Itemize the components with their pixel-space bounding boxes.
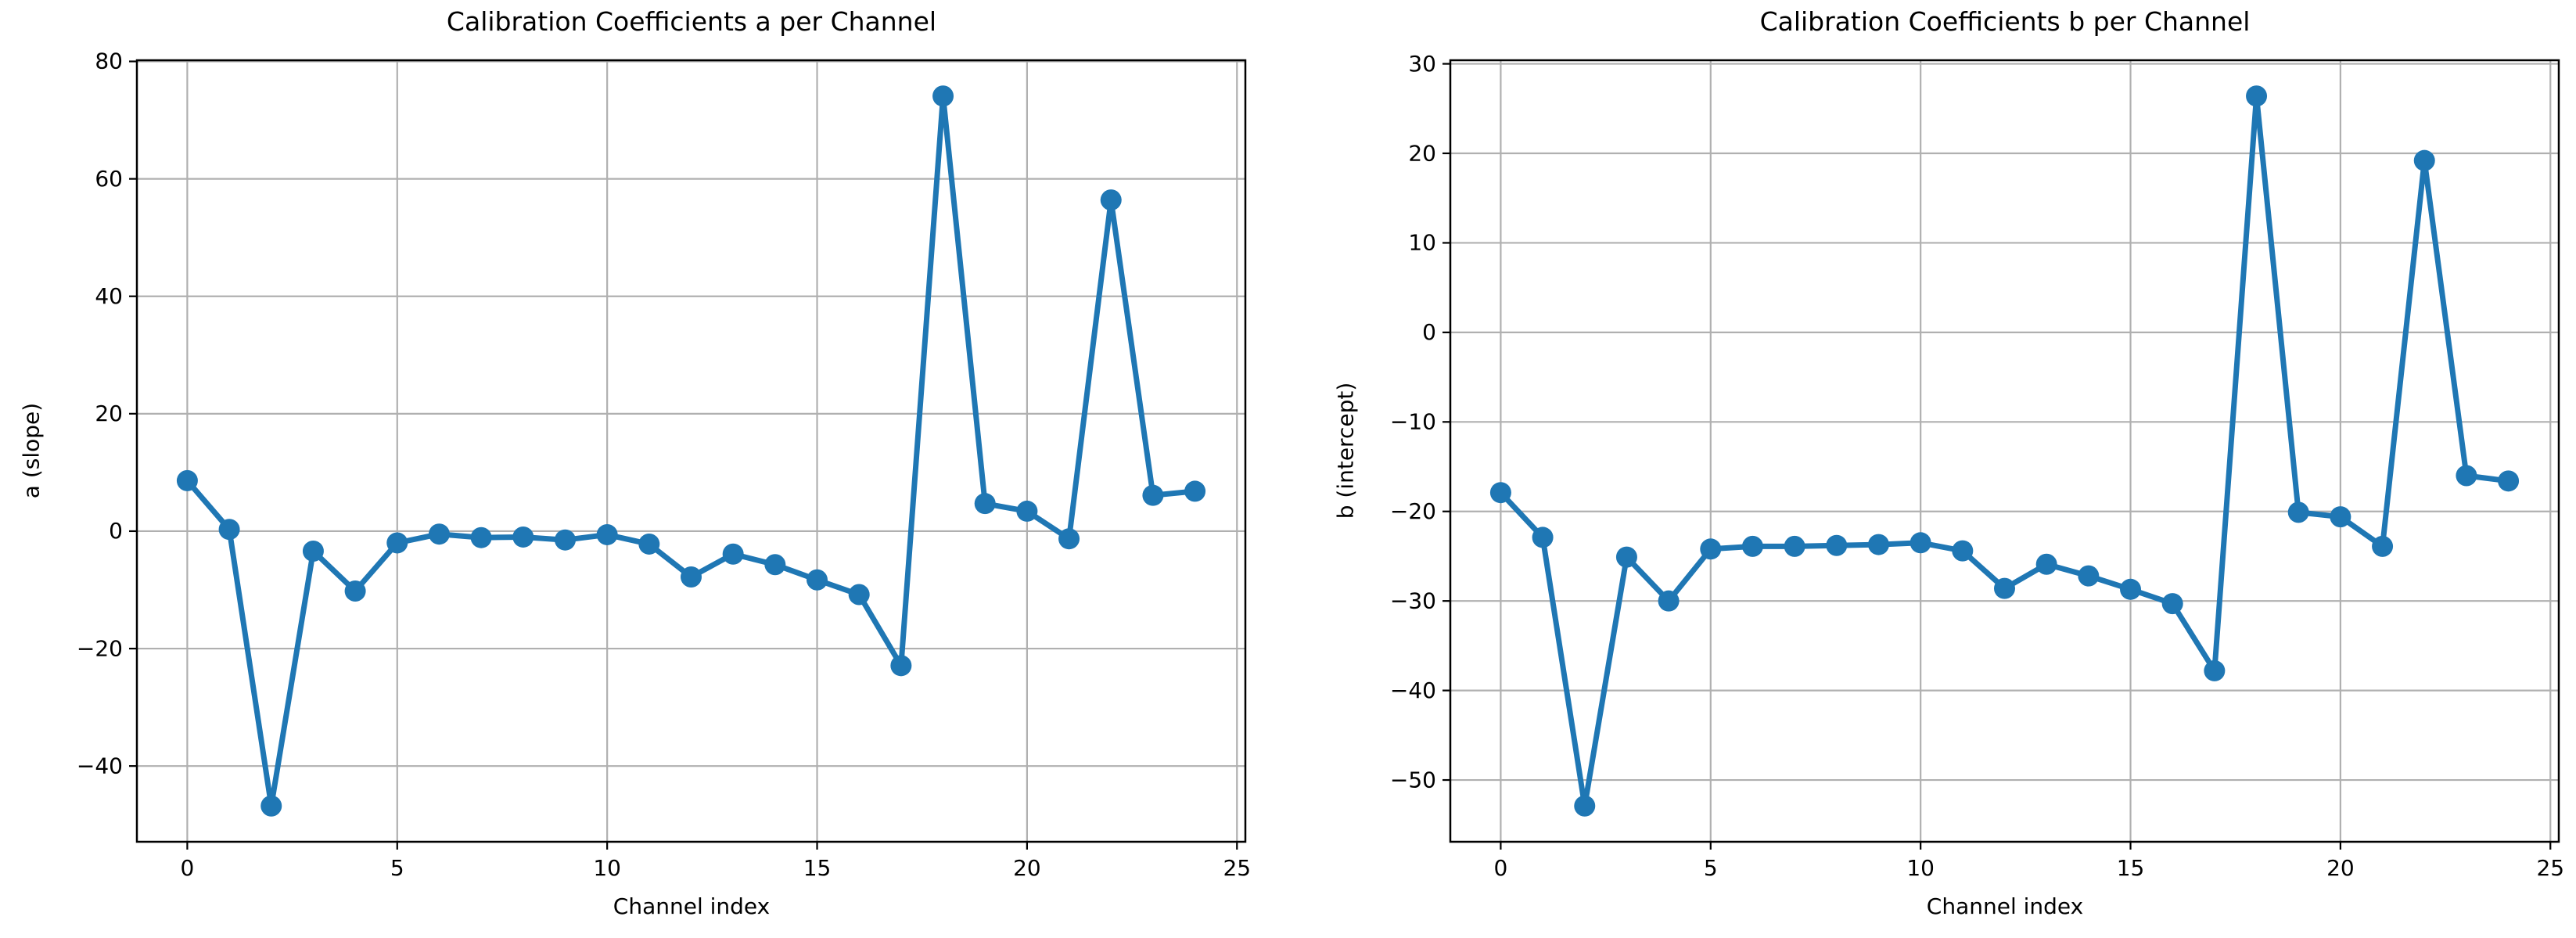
data-point (2035, 553, 2057, 575)
left-chart-title: Calibration Coefficients a per Channel (446, 6, 937, 37)
data-point (1184, 480, 1206, 502)
data-point (2161, 593, 2183, 615)
data-point (1058, 528, 1080, 550)
y-tick-label: −40 (1390, 677, 1436, 703)
data-point (2456, 465, 2477, 487)
data-point (1994, 577, 2015, 599)
left-chart-xlabel: Channel index (613, 893, 771, 919)
data-point (2287, 501, 2309, 523)
data-point (218, 519, 240, 541)
y-tick-label: −50 (1390, 767, 1436, 792)
data-point (1867, 534, 1889, 555)
data-point (1142, 484, 1164, 506)
data-point (638, 533, 660, 555)
data-point (764, 554, 786, 576)
x-tick-label: 0 (1493, 855, 1507, 881)
y-tick-label: 60 (95, 166, 123, 192)
data-point (1574, 795, 1596, 817)
data-point (2498, 470, 2520, 492)
x-tick-label: 10 (1906, 855, 1935, 881)
x-tick-label: 0 (180, 855, 194, 881)
x-tick-label: 15 (2117, 855, 2145, 881)
x-tick-label: 25 (2536, 855, 2564, 881)
x-tick-label: 5 (390, 855, 404, 881)
data-point (176, 469, 198, 491)
data-point (2120, 578, 2142, 600)
series-line-b (1497, 93, 2512, 809)
y-tick-label: −20 (77, 635, 123, 661)
data-point (2413, 149, 2435, 171)
data-point (1741, 535, 1763, 557)
right-chart-ylabel: b (intercept) (1332, 382, 1359, 519)
y-tick-label: 30 (1408, 51, 1436, 77)
data-point (1826, 534, 1848, 556)
data-point (260, 795, 282, 817)
data-point (1910, 532, 1931, 554)
x-tick-label: 20 (2326, 855, 2355, 881)
right-chart-xlabel: Channel index (1926, 893, 2084, 919)
x-tick-label: 5 (1704, 855, 1718, 881)
data-point (890, 655, 912, 677)
data-point (386, 532, 408, 554)
data-point (344, 580, 366, 602)
data-point (681, 566, 702, 588)
y-tick-label: 20 (95, 401, 123, 426)
left-chart-ylabel: a (slope) (18, 402, 45, 499)
data-point (974, 493, 996, 515)
data-point (1952, 540, 1974, 562)
data-point (2246, 85, 2268, 107)
data-point (2078, 565, 2100, 587)
x-tick-label: 20 (1013, 855, 1041, 881)
y-tick-label: 40 (95, 283, 123, 309)
data-point (2372, 535, 2394, 557)
right-chart-title: Calibration Coefficients b per Channel (1759, 6, 2251, 37)
data-point (1016, 500, 1038, 522)
data-point (512, 526, 534, 548)
data-point (302, 540, 324, 562)
y-tick-label: 80 (95, 49, 123, 74)
data-point (932, 85, 954, 107)
x-tick-label: 15 (803, 855, 832, 881)
y-tick-label: −20 (1390, 498, 1436, 524)
left-chart: 0 5 10 15 20 25 −40 −20 0 20 40 60 80 (77, 49, 1251, 881)
y-tick-label: 20 (1408, 140, 1436, 166)
right-chart: 0 5 10 15 20 25 −50 −40 −30 −20 −10 0 10 20 30 (1390, 51, 2564, 881)
data-point (1100, 189, 1122, 211)
y-tick-label: 0 (109, 518, 123, 544)
data-point (1784, 535, 1805, 557)
data-point (1658, 590, 1680, 612)
data-point (2330, 506, 2351, 528)
data-point (1489, 482, 1511, 504)
data-point (1532, 527, 1554, 548)
data-point (807, 569, 828, 591)
x-tick-label: 25 (1223, 855, 1251, 881)
data-point (1615, 546, 1637, 568)
data-point (722, 543, 744, 565)
data-point (848, 584, 870, 606)
x-tick-label: 10 (593, 855, 621, 881)
data-point (1700, 538, 1722, 560)
data-point (2204, 659, 2226, 681)
axes-spines (135, 59, 1247, 843)
data-point (554, 529, 576, 551)
y-tick-label: 10 (1408, 230, 1436, 256)
series-line-a (184, 93, 1198, 809)
axes-spines (1449, 59, 2560, 843)
y-tick-label: 0 (1422, 319, 1436, 345)
y-tick-label: −10 (1390, 409, 1436, 435)
data-point (428, 523, 450, 545)
data-point (596, 523, 618, 545)
data-point (470, 527, 492, 548)
y-tick-label: −30 (1390, 588, 1436, 613)
y-tick-label: −40 (77, 753, 123, 778)
